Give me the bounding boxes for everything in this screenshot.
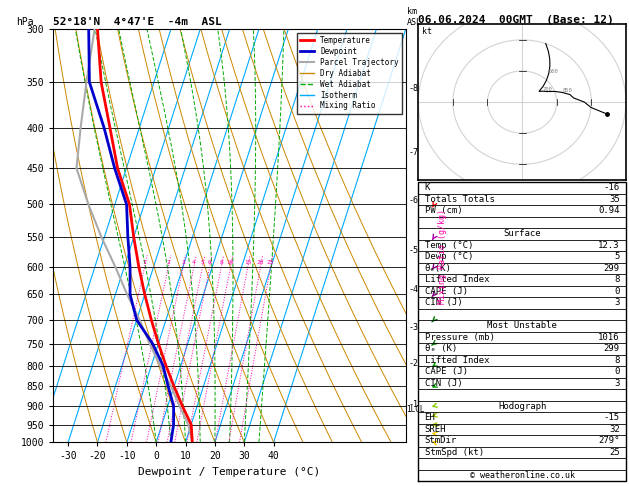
Text: 15: 15 xyxy=(244,260,252,265)
Text: 06.06.2024  00GMT  (Base: 12): 06.06.2024 00GMT (Base: 12) xyxy=(418,15,614,25)
Text: StmSpd (kt): StmSpd (kt) xyxy=(425,448,484,457)
Text: -8: -8 xyxy=(409,85,419,93)
Text: 500: 500 xyxy=(548,69,559,74)
Text: CAPE (J): CAPE (J) xyxy=(425,287,467,296)
Text: StmDir: StmDir xyxy=(425,436,457,445)
Text: Most Unstable: Most Unstable xyxy=(487,321,557,330)
Text: 299: 299 xyxy=(603,264,620,273)
Text: 0: 0 xyxy=(615,367,620,377)
Text: 6: 6 xyxy=(208,260,211,265)
Text: CAPE (J): CAPE (J) xyxy=(425,367,467,377)
Text: 1LCL: 1LCL xyxy=(406,405,425,415)
Text: -7: -7 xyxy=(409,148,419,157)
Text: 10: 10 xyxy=(227,260,234,265)
Text: 8: 8 xyxy=(220,260,223,265)
Text: Hodograph: Hodograph xyxy=(498,402,546,411)
Text: CIN (J): CIN (J) xyxy=(425,379,462,388)
Text: Lifted Index: Lifted Index xyxy=(425,276,489,284)
Text: 3: 3 xyxy=(615,379,620,388)
Text: 8: 8 xyxy=(615,356,620,365)
X-axis label: Dewpoint / Temperature (°C): Dewpoint / Temperature (°C) xyxy=(138,467,321,477)
Text: 0: 0 xyxy=(615,287,620,296)
Text: 279°: 279° xyxy=(598,436,620,445)
Text: -1: -1 xyxy=(409,399,419,409)
Text: -3: -3 xyxy=(409,323,419,332)
Text: -16: -16 xyxy=(603,184,620,192)
Text: kt: kt xyxy=(422,27,431,35)
Text: Mixing Ratio (g/kg): Mixing Ratio (g/kg) xyxy=(438,209,447,304)
Text: 35: 35 xyxy=(609,195,620,204)
Text: 25: 25 xyxy=(609,448,620,457)
Text: 12.3: 12.3 xyxy=(598,241,620,250)
Text: © weatheronline.co.uk: © weatheronline.co.uk xyxy=(470,471,574,480)
Text: Dewp (°C): Dewp (°C) xyxy=(425,252,473,261)
Text: 5: 5 xyxy=(615,252,620,261)
Text: CIN (J): CIN (J) xyxy=(425,298,462,308)
Text: 5: 5 xyxy=(201,260,204,265)
Text: 52°18'N  4°47'E  -4m  ASL: 52°18'N 4°47'E -4m ASL xyxy=(53,17,222,27)
Text: θₑ (K): θₑ (K) xyxy=(425,345,457,353)
Text: 1016: 1016 xyxy=(598,333,620,342)
Text: 3: 3 xyxy=(615,298,620,308)
Text: -2: -2 xyxy=(409,359,419,368)
Text: θₑ(K): θₑ(K) xyxy=(425,264,452,273)
Text: hPa: hPa xyxy=(16,17,33,27)
Text: 299: 299 xyxy=(603,345,620,353)
Text: Surface: Surface xyxy=(503,229,541,239)
Text: K: K xyxy=(425,184,430,192)
Text: 25: 25 xyxy=(267,260,274,265)
Text: -5: -5 xyxy=(409,246,419,255)
Text: -6: -6 xyxy=(409,196,419,206)
Legend: Temperature, Dewpoint, Parcel Trajectory, Dry Adiabat, Wet Adiabat, Isotherm, Mi: Temperature, Dewpoint, Parcel Trajectory… xyxy=(298,33,402,114)
Text: PW (cm): PW (cm) xyxy=(425,207,462,215)
Text: 1: 1 xyxy=(143,260,147,265)
Text: 2: 2 xyxy=(167,260,170,265)
Text: 0.94: 0.94 xyxy=(598,207,620,215)
Text: Temp (°C): Temp (°C) xyxy=(425,241,473,250)
Text: EH: EH xyxy=(425,414,435,422)
Text: km
ASL: km ASL xyxy=(407,7,422,27)
Text: 700: 700 xyxy=(543,87,553,92)
Text: -4: -4 xyxy=(409,285,419,294)
Text: 20: 20 xyxy=(257,260,264,265)
Text: 3: 3 xyxy=(181,260,185,265)
Text: Pressure (mb): Pressure (mb) xyxy=(425,333,494,342)
Text: 850: 850 xyxy=(562,88,572,93)
Text: Totals Totals: Totals Totals xyxy=(425,195,494,204)
Text: SREH: SREH xyxy=(425,425,446,434)
Text: 4: 4 xyxy=(192,260,196,265)
Text: 8: 8 xyxy=(615,276,620,284)
Text: Lifted Index: Lifted Index xyxy=(425,356,489,365)
Text: -15: -15 xyxy=(603,414,620,422)
Text: 32: 32 xyxy=(609,425,620,434)
